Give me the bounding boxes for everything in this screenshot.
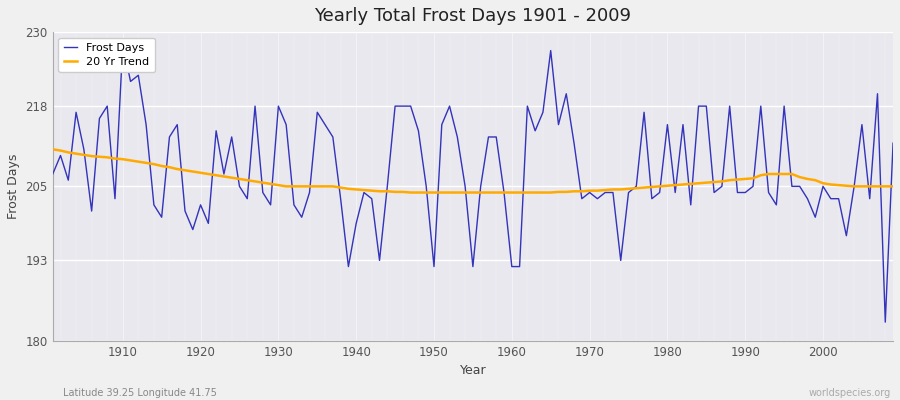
Line: Frost Days: Frost Days [53,44,893,322]
Frost Days [117,42,128,47]
Frost Days [880,320,891,324]
20 Yr Trend [328,184,338,189]
Frost Days [507,264,517,269]
Text: Latitude 39.25 Longitude 41.75: Latitude 39.25 Longitude 41.75 [63,388,217,398]
20 Yr Trend [48,147,58,152]
20 Yr Trend [887,184,898,189]
Frost Days [608,190,618,195]
Title: Yearly Total Frost Days 1901 - 2009: Yearly Total Frost Days 1901 - 2009 [314,7,632,25]
Frost Days [289,202,300,207]
Y-axis label: Frost Days: Frost Days [7,154,20,219]
20 Yr Trend [507,190,517,195]
20 Yr Trend [110,156,121,161]
20 Yr Trend [608,187,618,192]
20 Yr Trend [514,190,525,195]
20 Yr Trend [405,190,416,195]
X-axis label: Year: Year [460,364,486,377]
Line: 20 Yr Trend: 20 Yr Trend [53,149,893,192]
Text: worldspecies.org: worldspecies.org [809,388,891,398]
Frost Days [335,196,346,201]
Frost Days [48,172,58,176]
Frost Days [110,196,121,201]
Frost Days [514,264,525,269]
Frost Days [887,141,898,146]
Legend: Frost Days, 20 Yr Trend: Frost Days, 20 Yr Trend [58,38,155,72]
20 Yr Trend [281,184,292,189]
